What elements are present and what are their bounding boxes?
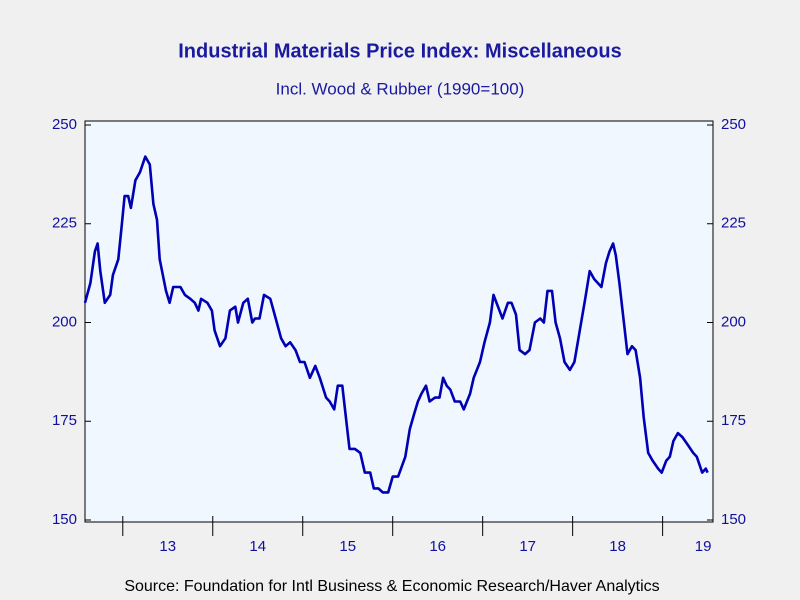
x-tick-label: 17 (519, 538, 536, 555)
y2-tick-label: 250 (721, 116, 746, 133)
plot-area (84, 120, 714, 523)
y-tick-label: 150 (52, 511, 77, 528)
y2-tick-label: 225 (721, 215, 746, 232)
x-tick-label: 18 (609, 538, 626, 555)
chart-subtitle: Incl. Wood & Rubber (1990=100) (276, 79, 525, 98)
data-line (83, 155, 709, 494)
y-tick-label: 200 (52, 313, 77, 330)
y2-tick-label: 150 (721, 511, 746, 528)
x-tick-label: 13 (159, 538, 176, 555)
x-tick-label: 16 (429, 538, 446, 555)
chart-title: Industrial Materials Price Index: Miscel… (178, 40, 622, 62)
x-tick-label: 19 (695, 538, 712, 555)
x-tick-label: 15 (339, 538, 356, 555)
y2-tick-label: 200 (721, 313, 746, 330)
x-tick-label: 14 (249, 538, 266, 555)
y-tick-label: 225 (52, 215, 77, 232)
y-tick-label: 175 (52, 412, 77, 429)
source-note: Source: Foundation for Intl Business & E… (124, 578, 659, 595)
y2-tick-label: 175 (721, 412, 746, 429)
y-tick-label: 250 (52, 116, 77, 133)
